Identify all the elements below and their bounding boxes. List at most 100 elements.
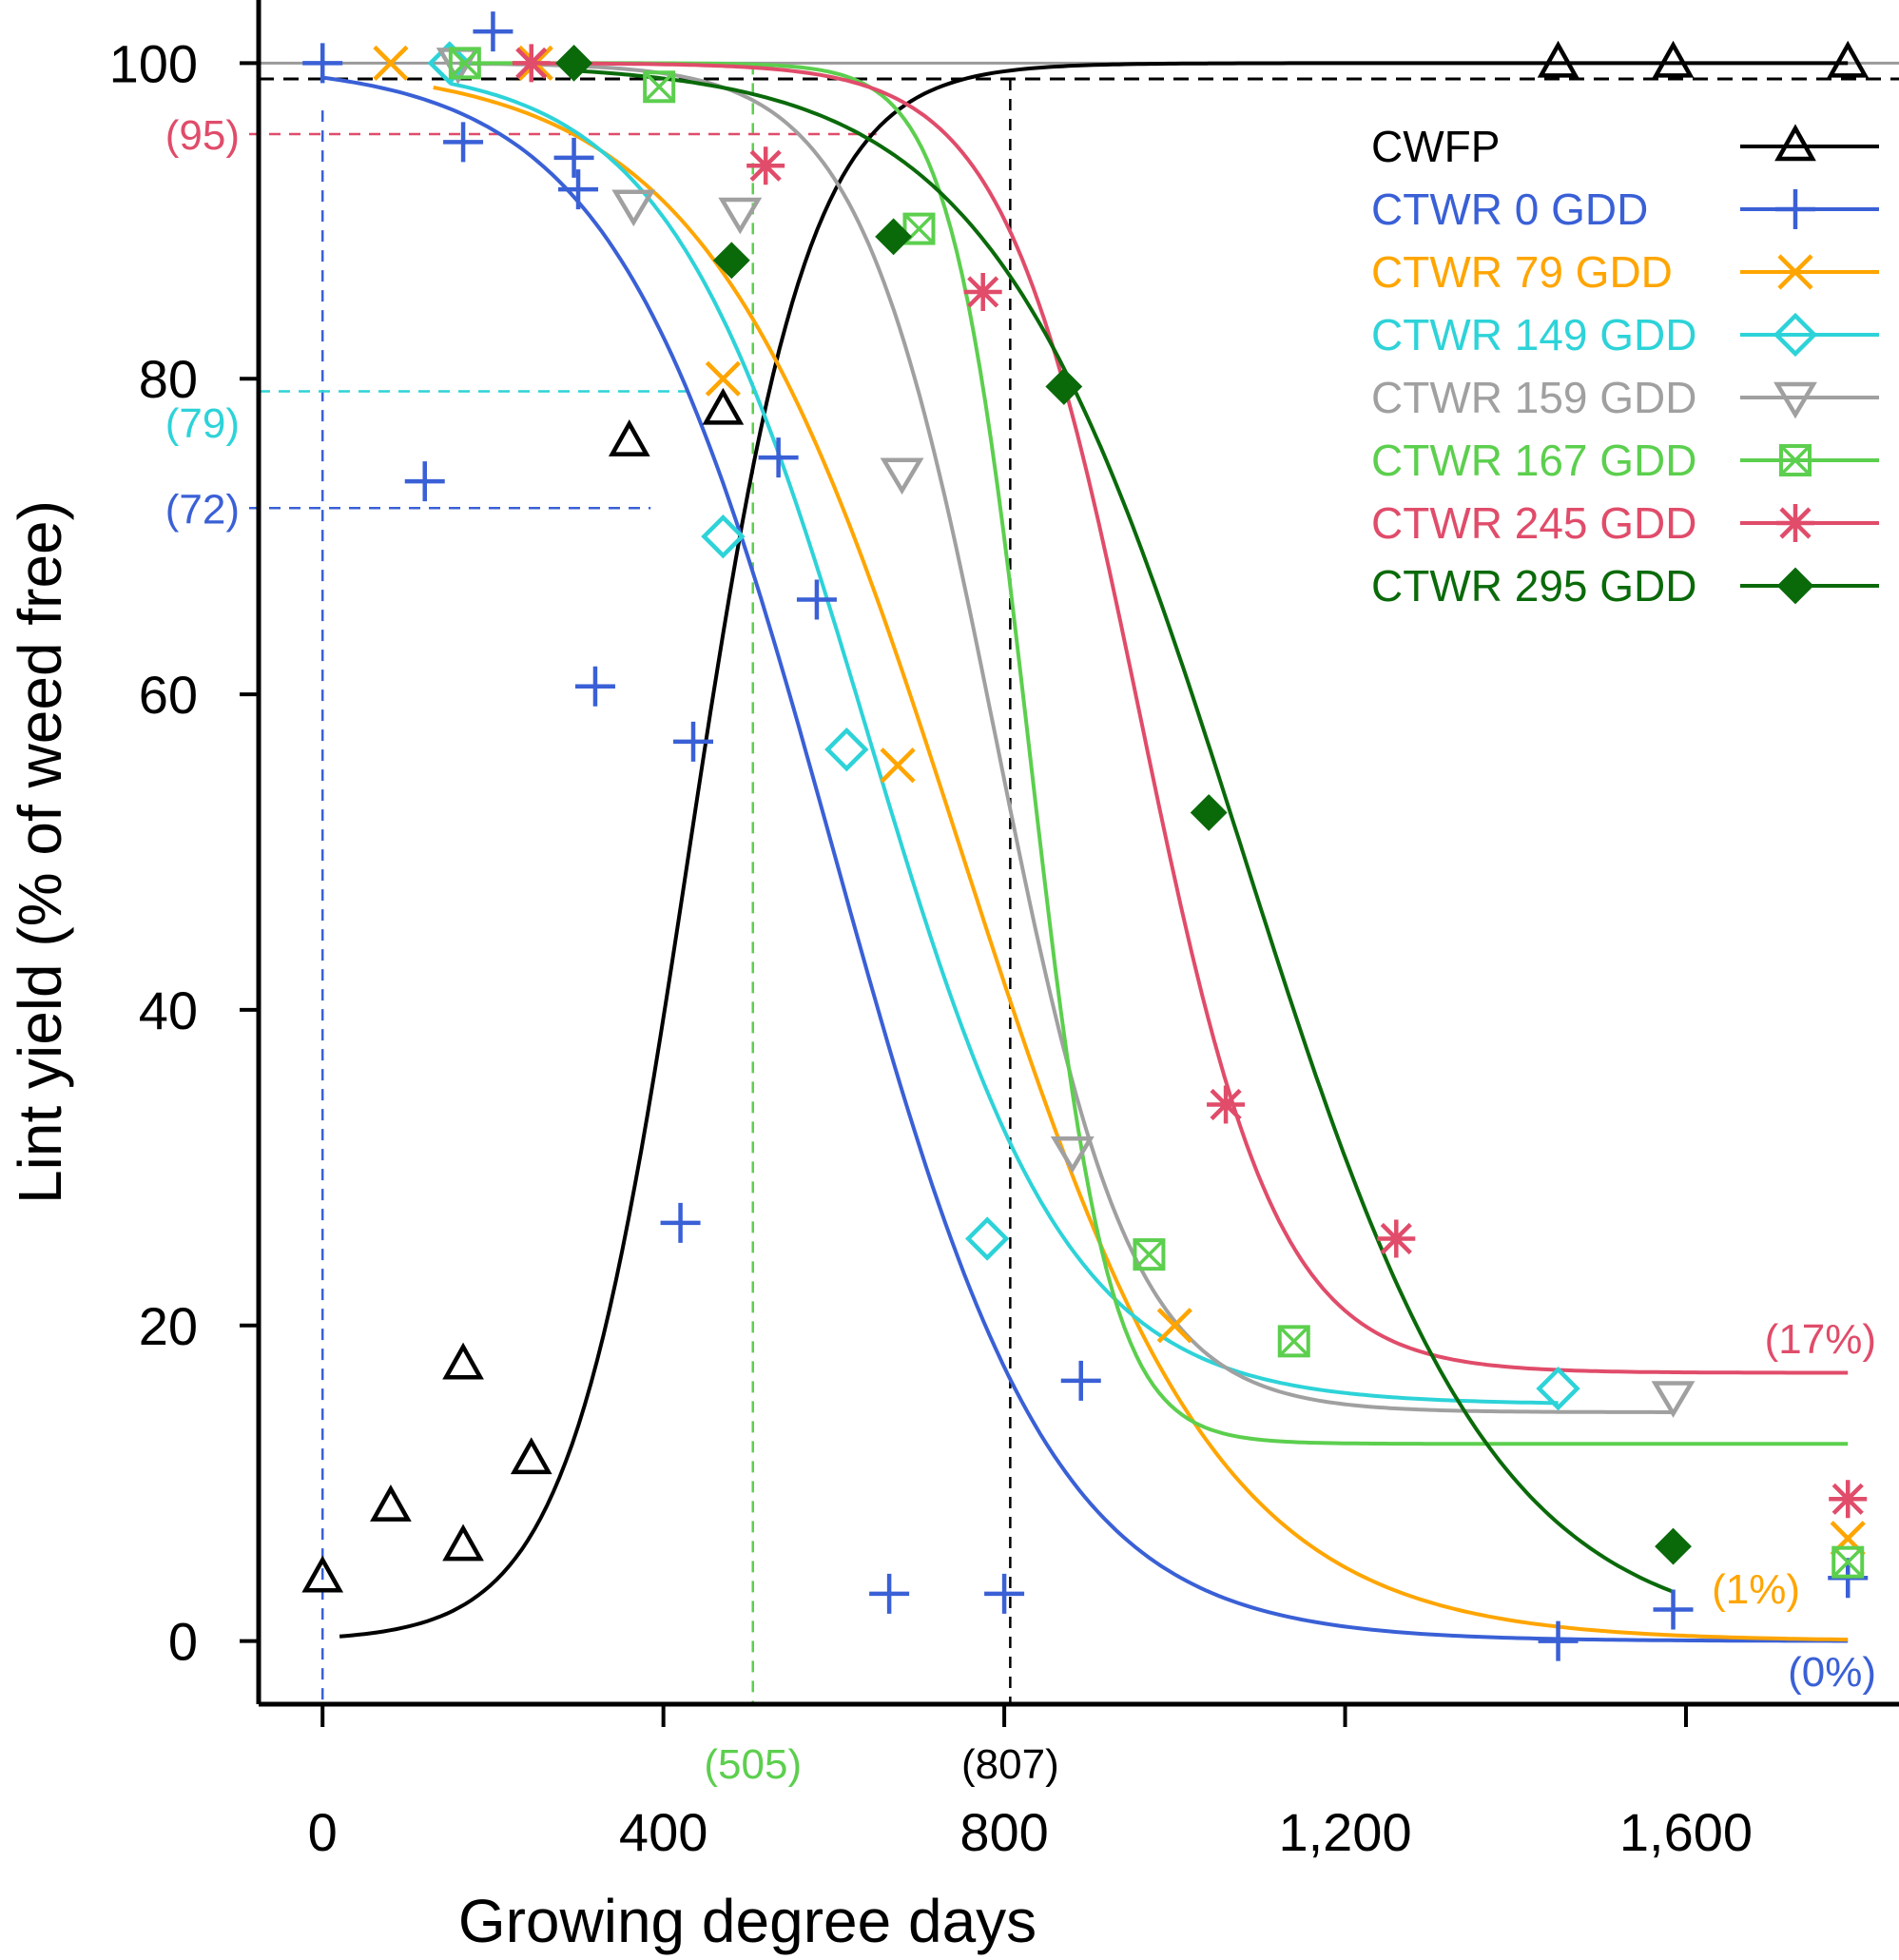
point-series-1-0-shape (302, 43, 343, 84)
x-tick-label-1: 400 (619, 1802, 707, 1862)
point-series-5-1 (643, 70, 676, 104)
point-series-7-5-shape (1655, 1527, 1692, 1565)
point-series-7-3 (1045, 368, 1083, 405)
curve-series-3 (450, 81, 1559, 1406)
point-series-1-10 (796, 579, 837, 620)
point-series-0-3 (442, 1342, 484, 1380)
point-series-5-1-box (643, 70, 676, 104)
point-series-1-11-shape (869, 1573, 910, 1614)
legend-marker-7 (1776, 567, 1814, 605)
point-series-1-12-shape (984, 1573, 1025, 1614)
y-tick-label-4: 80 (139, 349, 198, 409)
legend-label-5: CTWR 167 GDD (1371, 436, 1696, 485)
legend-marker-2-shape (1777, 254, 1813, 290)
point-series-0-1 (370, 1485, 412, 1522)
point-series-3-0-shape (427, 41, 472, 86)
legend-label-4: CTWR 159 GDD (1371, 373, 1696, 422)
point-series-0-6 (702, 387, 745, 425)
point-series-7-1 (712, 242, 750, 280)
annotation-x807: (807) (961, 1741, 1059, 1788)
point-series-6-4 (1377, 1219, 1416, 1258)
x-tick-label-2: 800 (959, 1802, 1048, 1862)
point-series-0-1-shape (370, 1485, 412, 1522)
point-series-3-4 (1536, 1366, 1580, 1411)
legend-marker-6-shape (1776, 504, 1814, 542)
point-series-1-9-shape (758, 437, 799, 478)
point-series-3-2-shape (824, 727, 869, 772)
point-series-1-6-shape (574, 666, 615, 707)
point-series-5-2-box (902, 212, 936, 245)
legend-marker-3-shape (1773, 312, 1818, 358)
x-tick-label-4: 1,600 (1619, 1802, 1753, 1862)
legend-marker-1-shape (1775, 189, 1815, 229)
point-series-0-4-shape (510, 1437, 552, 1475)
point-series-5-5 (1831, 1545, 1865, 1579)
legend-marker-7-shape (1776, 567, 1814, 605)
point-series-6-5-shape (1829, 1480, 1868, 1519)
legend-label-3: CTWR 149 GDD (1371, 310, 1696, 359)
annotation-y95: (95) (165, 112, 240, 159)
legend-marker-0 (1774, 124, 1816, 162)
point-series-1-1 (473, 11, 514, 52)
point-series-5-3 (1133, 1238, 1166, 1271)
point-series-3-4-shape (1536, 1366, 1580, 1411)
legend: CWFP CTWR 0 GDD CTWR 79 GDD CTWR 149 GDD CTW… (1371, 122, 1879, 611)
point-series-0-0 (301, 1555, 344, 1593)
annotation-end17: (17%) (1765, 1316, 1876, 1363)
point-series-5-0 (448, 47, 481, 80)
point-series-0-6-shape (702, 387, 745, 425)
point-series-6-0-shape (512, 44, 551, 83)
point-series-4-1 (611, 189, 656, 227)
data-markers (301, 11, 1870, 1661)
point-series-6-3 (1207, 1085, 1246, 1124)
point-series-6-1 (746, 146, 785, 185)
point-series-1-9 (758, 437, 799, 478)
point-series-1-2-shape (443, 122, 484, 163)
point-series-5-4-cross (1278, 1326, 1310, 1357)
y-tick-label-3: 60 (139, 665, 198, 725)
point-series-6-5 (1829, 1480, 1868, 1519)
point-series-1-15 (1653, 1589, 1694, 1630)
annotation-x505: (505) (704, 1741, 802, 1788)
point-series-1-1-shape (473, 11, 514, 52)
point-series-5-5-cross (1831, 1546, 1864, 1578)
point-series-0-8-shape (1652, 40, 1695, 78)
point-series-5-5-box (1831, 1545, 1865, 1579)
point-series-1-11 (869, 1573, 910, 1614)
point-series-3-3-shape (964, 1216, 1010, 1261)
point-series-5-0-cross (449, 48, 481, 79)
point-series-1-0 (302, 43, 343, 84)
axes: 0 20 40 60 80 100 0 400 800 1,200 1,600 Growing deg… (6, 0, 1899, 1955)
point-series-2-2-shape (705, 360, 741, 397)
point-series-4-2-shape (718, 197, 763, 235)
annotation-y72: (72) (165, 486, 240, 533)
point-series-5-1-cross (643, 71, 675, 103)
legend-marker-5-box (1779, 444, 1812, 476)
annotation-y79: (79) (165, 400, 240, 447)
point-series-3-0 (427, 41, 472, 86)
legend-marker-4 (1773, 381, 1817, 419)
point-series-1-14-shape (1538, 1620, 1579, 1661)
point-series-4-3-shape (880, 457, 924, 495)
legend-marker-0-shape (1774, 124, 1816, 162)
point-series-5-3-box (1133, 1238, 1166, 1271)
curve-series-7 (573, 68, 1675, 1594)
point-series-5-4 (1277, 1325, 1310, 1358)
point-series-0-0-shape (301, 1555, 344, 1593)
point-series-4-3 (880, 457, 924, 495)
point-series-7-4-shape (1190, 794, 1228, 831)
point-series-7-0 (555, 44, 592, 82)
point-series-2-0 (373, 45, 409, 81)
point-series-3-1 (701, 514, 746, 559)
point-series-1-4 (558, 169, 599, 210)
point-series-6-2 (963, 272, 1002, 311)
legend-label-2: CTWR 79 GDD (1371, 247, 1673, 297)
point-series-1-10-shape (796, 579, 837, 620)
point-series-2-4-shape (1156, 1308, 1192, 1344)
point-series-1-12 (984, 1573, 1025, 1614)
y-tick-label-1: 20 (139, 1296, 198, 1356)
point-series-1-5-shape (404, 461, 445, 502)
legend-marker-2 (1777, 254, 1813, 290)
curve-series-6 (535, 61, 1849, 1375)
